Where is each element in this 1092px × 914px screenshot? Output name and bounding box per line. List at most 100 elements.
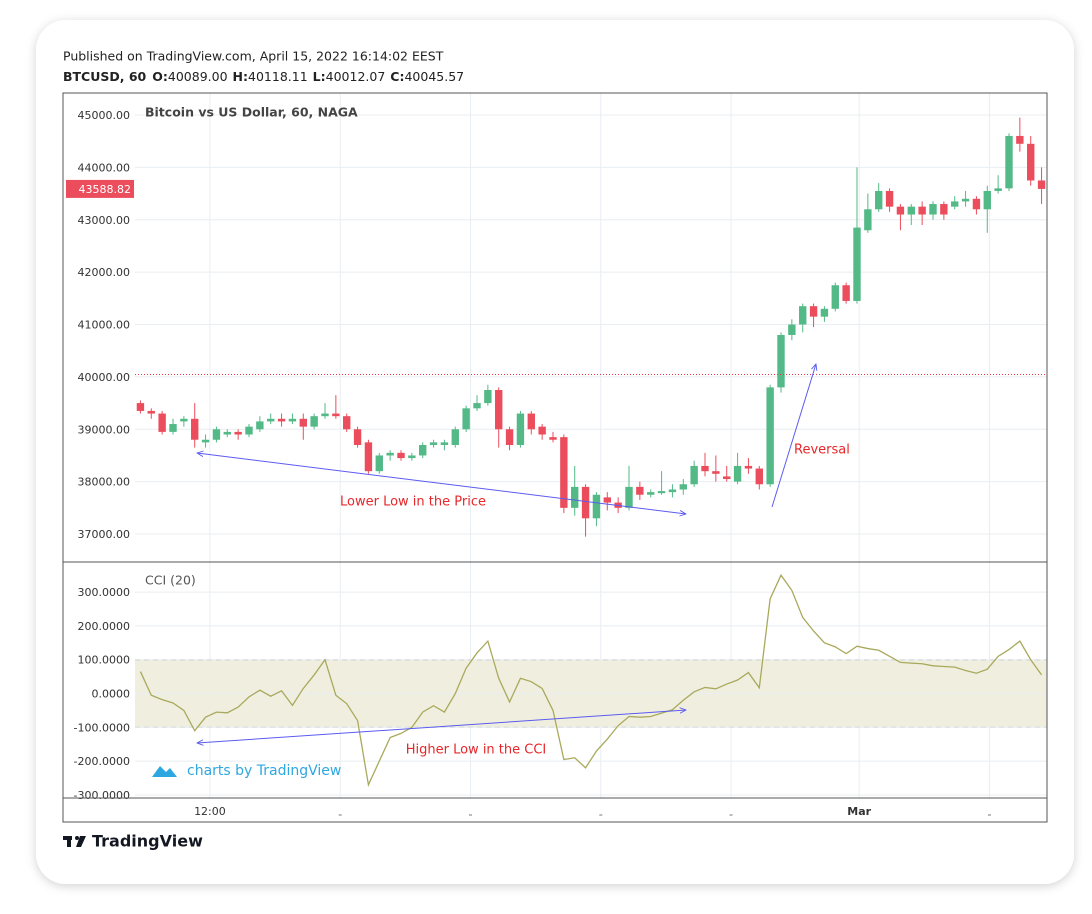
candle-body	[462, 408, 470, 430]
candle-body	[907, 206, 915, 215]
candle-body	[842, 285, 850, 301]
symbol: BTCUSD, 60	[63, 69, 147, 84]
candle-body	[245, 426, 253, 435]
card	[36, 20, 1074, 884]
candle-body	[147, 410, 155, 414]
candle-body	[820, 308, 829, 317]
y-tick-label: -100.0000	[74, 721, 130, 734]
candle-body	[766, 387, 774, 485]
annotation: Reversal	[794, 443, 850, 458]
candle-body	[267, 418, 275, 422]
published: Published on TradingView.com, April 15, …	[63, 49, 444, 64]
ohlc-value: 40045.57	[404, 69, 464, 84]
candle-body	[961, 198, 970, 202]
candle-body	[951, 201, 959, 207]
candle-body	[733, 465, 742, 482]
candle-body	[375, 455, 383, 472]
annotation-arrow	[197, 453, 686, 514]
y-tick-label: 200.0000	[78, 620, 131, 633]
last-price-box	[66, 179, 134, 198]
candle-body	[918, 206, 926, 215]
candle-body	[212, 429, 221, 440]
cci-line	[139, 573, 1043, 788]
candle-body	[723, 476, 731, 480]
candle-body	[831, 285, 839, 309]
candle-body	[223, 431, 231, 435]
candle-body	[353, 429, 362, 445]
candle-body	[744, 465, 753, 469]
x-tick-label: Mar	[847, 805, 871, 818]
candle-body	[484, 389, 492, 404]
pane-title: CCI (20)	[145, 573, 196, 588]
candle-body	[799, 306, 807, 325]
brand: TradingView	[92, 832, 203, 851]
candle-body	[668, 489, 677, 493]
y-tick-label: 44000.00	[78, 161, 131, 174]
y-tick-label: 100.0000	[78, 654, 131, 667]
candle-body	[636, 486, 644, 495]
candle-body	[397, 452, 405, 459]
ohlc-value: 40118.11	[248, 69, 308, 84]
candle-body	[256, 421, 264, 430]
candle-body	[1027, 143, 1035, 181]
candle-body	[864, 209, 872, 231]
y-tick-label: 40000.00	[78, 371, 131, 384]
candle-body	[809, 306, 818, 317]
ohlc-key: O:	[152, 69, 168, 84]
pane-title: Bitcoin vs US Dollar, 60, NAGA	[145, 105, 358, 120]
candle-body	[560, 437, 568, 508]
candle-body	[451, 429, 459, 445]
last-price-label: 43588.82	[79, 183, 132, 196]
candle-body	[929, 204, 937, 215]
candle-body	[516, 413, 525, 445]
candle-body	[277, 418, 286, 422]
candle-body	[625, 486, 633, 508]
logo-shape	[75, 836, 79, 840]
y-tick-label: 43000.00	[78, 214, 131, 227]
candle-body	[603, 497, 611, 503]
candle-body	[875, 190, 883, 210]
candle-body	[180, 418, 188, 422]
candle-body	[321, 413, 329, 417]
logo-shape	[67, 836, 71, 847]
annotation: Higher Low in the CCI	[406, 743, 547, 758]
candle-body	[940, 204, 948, 215]
candle-body	[408, 455, 416, 459]
candle-body	[690, 465, 698, 485]
y-tick-label: -200.0000	[74, 755, 130, 768]
y-tick-label: 45000.00	[78, 109, 131, 122]
y-tick-label: 39000.00	[78, 423, 131, 436]
y-tick-label: 38000.00	[78, 476, 131, 489]
candle-body	[788, 324, 796, 335]
candle-body	[158, 413, 166, 432]
footer-logo: TradingView	[63, 832, 203, 851]
candle-body	[191, 418, 199, 440]
candle-body	[712, 471, 720, 474]
candle-body	[701, 465, 709, 472]
candle-body	[473, 403, 481, 409]
ohlc-key: C:	[390, 69, 404, 84]
ohlc-value: 40012.07	[326, 69, 386, 84]
candle-body	[1016, 135, 1024, 144]
candle-body	[679, 484, 687, 490]
candle-body	[538, 426, 546, 435]
watermark: charts by TradingView	[152, 763, 341, 779]
ohlc-key: H:	[233, 69, 248, 84]
plot-area: 45000.00 44000.00 43000.00 42000.00 41000.00…	[66, 93, 1047, 818]
candle-body	[777, 334, 785, 388]
candle-body	[1005, 135, 1013, 189]
y-tick-label: 300.0000	[78, 586, 131, 599]
candle-body	[234, 431, 242, 435]
watermark-text: charts by TradingView	[187, 763, 341, 779]
ohlc-key: L:	[313, 69, 326, 84]
candle-body	[201, 439, 210, 443]
candle-body	[994, 188, 1002, 191]
annotation-arrow	[771, 364, 816, 508]
candle-body	[581, 486, 590, 519]
candle-body	[527, 413, 535, 430]
candle-body	[343, 416, 351, 430]
candle-body	[310, 416, 318, 427]
candle-body	[657, 491, 666, 494]
y-tick-label: -300.0000	[74, 789, 130, 802]
candle-body	[440, 442, 449, 445]
